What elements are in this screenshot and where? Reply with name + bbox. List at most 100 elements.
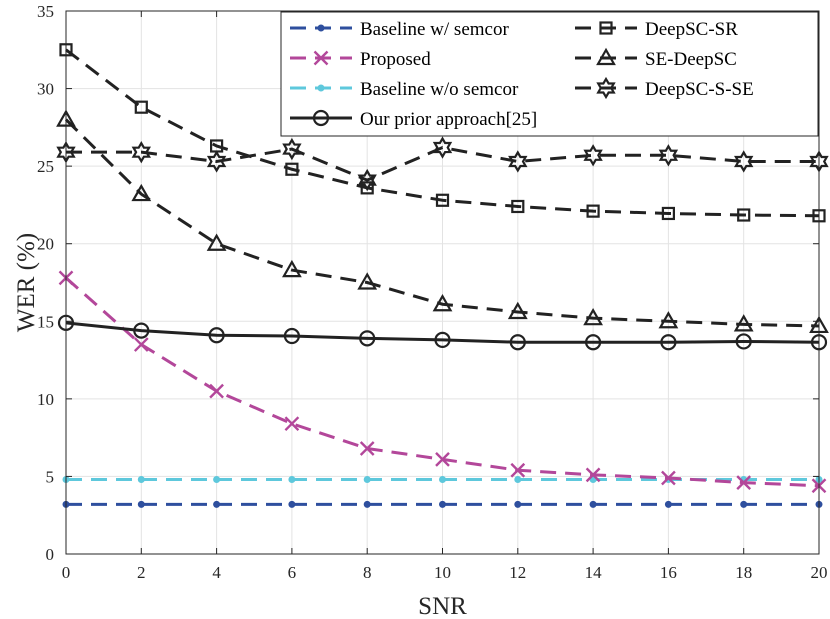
data-point-baseline-w-semcor [740,500,748,508]
data-point-baseline-w-semcor [363,500,371,508]
data-point-deepsc-sr [134,100,148,114]
legend-marker-our-prior-approach-25 [312,109,330,127]
y-tick-label: 0 [46,545,55,564]
x-tick-label: 14 [585,563,603,582]
y-tick-label: 35 [37,2,54,21]
tick-layer: 0 2 4 6 8 10 12 14 16 18 20 0 5 10 15 20 25 30 35 [37,2,828,582]
data-point-baseline-w-semcor [213,500,221,508]
data-point-deepsc-s-se [658,144,679,167]
legend-marker-deepsc-s-se [596,76,616,100]
series-deepsc-s-se [56,136,829,192]
legend-label-proposed: Proposed [360,49,431,70]
data-point-deepsc-sr [285,162,299,176]
data-point-our-prior-approach-25 [434,331,451,349]
data-point-baseline-w-o-semcor [213,476,221,484]
legend-label-se-deepsc: SE-DeepSC [645,49,737,70]
series-baseline-w-semcor [62,500,823,508]
series-layer [56,43,829,508]
legend-box [280,11,819,137]
data-point-deepsc-s-se [357,168,377,192]
data-point-deepsc-s-se [508,150,528,173]
series-line-deepsc-sr [65,48,820,218]
data-point-our-prior-approach-25 [735,333,752,350]
data-point-baseline-w-semcor [664,500,672,508]
legend: Baseline w/ semcor Proposed Baseline w/o s… [280,11,819,137]
data-point-proposed [736,475,752,490]
series-line-our-prior-approach-25 [65,321,820,344]
y-tick-label: 20 [37,235,54,254]
x-tick-label: 20 [811,563,828,582]
data-point-baseline-w-semcor [137,500,145,508]
data-point-our-prior-approach-25 [208,327,225,344]
y-tick-label: 5 [46,467,55,486]
data-point-baseline-w-semcor [439,500,446,508]
legend-marker-baseline-w-o-semcor [317,84,325,92]
data-point-deepsc-sr [435,193,450,207]
data-point-proposed [661,470,676,486]
data-point-se-deepsc [733,314,754,332]
legend-label-deepsc-s-se: DeepSC-S-SE [645,79,754,100]
x-axis-label: SNR [418,593,467,619]
data-point-proposed [510,462,526,478]
data-point-deepsc-s-se [734,150,754,173]
legend-label-deepsc-sr: DeepSC-SR [645,19,738,40]
data-point-se-deepsc [282,259,302,278]
data-point-proposed [359,441,375,456]
data-point-baseline-w-semcor [288,500,296,508]
data-point-deepsc-sr [511,199,525,214]
data-point-baseline-w-o-semcor [288,476,296,484]
legend-marker-baseline-w-semcor [317,24,325,32]
data-point-se-deepsc [131,183,152,202]
data-point-deepsc-sr [737,208,751,222]
data-point-proposed [209,383,224,399]
data-point-our-prior-approach-25 [509,334,526,351]
legend-label-baseline-w-o-semcor: Baseline w/o semcor [360,79,519,100]
data-point-baseline-w-semcor [514,500,522,508]
x-tick-label: 18 [735,563,752,582]
data-point-deepsc-s-se [583,144,603,167]
data-point-proposed [585,467,601,483]
series-baseline-w-o-semcor [62,476,823,484]
data-point-se-deepsc [357,272,378,290]
x-tick-label: 12 [509,563,526,582]
data-point-deepsc-s-se [131,140,151,164]
legend-label-baseline-w-semcor: Baseline w/ semcor [360,19,509,40]
data-point-deepsc-sr [360,181,374,195]
data-point-deepsc-sr [661,206,676,221]
y-tick-label: 30 [37,80,54,99]
x-tick-label: 4 [212,563,221,582]
legend-marker-se-deepsc [596,47,616,66]
series-line-deepsc-s-se [66,145,819,182]
x-tick-label: 2 [137,563,146,582]
series-line-se-deepsc [64,118,820,328]
data-point-baseline-w-o-semcor [363,476,371,484]
y-tick-label: 25 [37,157,54,176]
legend-marker-proposed [313,50,329,66]
data-point-proposed [133,337,149,352]
data-point-proposed [435,452,450,467]
data-point-our-prior-approach-25 [283,327,300,345]
data-point-se-deepsc [206,233,227,251]
data-point-se-deepsc [432,294,453,312]
data-point-deepsc-s-se [282,137,302,161]
x-tick-label: 0 [62,563,71,582]
data-point-proposed [284,416,300,432]
data-point-baseline-w-o-semcor [439,476,446,484]
data-point-se-deepsc [583,307,603,326]
data-point-our-prior-approach-25 [359,330,376,347]
data-point-deepsc-s-se [206,150,227,173]
legend-marker-deepsc-sr [599,21,613,35]
x-tick-label: 6 [288,563,297,582]
y-tick-label: 10 [37,390,54,409]
x-tick-label: 16 [660,563,677,582]
legend-label-our-prior-approach-25: Our prior approach[25] [360,109,537,130]
data-point-se-deepsc [507,301,528,320]
x-tick-label: 8 [363,563,372,582]
data-point-deepsc-s-se [432,136,453,159]
data-point-baseline-w-o-semcor [137,476,145,484]
data-point-baseline-w-semcor [589,500,597,508]
data-point-our-prior-approach-25 [660,334,677,351]
data-point-our-prior-approach-25 [133,322,150,339]
data-point-deepsc-sr [586,204,600,218]
